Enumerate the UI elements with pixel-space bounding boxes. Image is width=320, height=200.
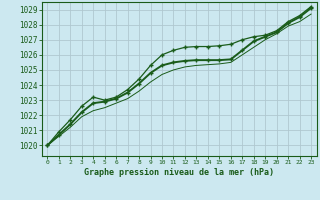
X-axis label: Graphe pression niveau de la mer (hPa): Graphe pression niveau de la mer (hPa)	[84, 168, 274, 177]
